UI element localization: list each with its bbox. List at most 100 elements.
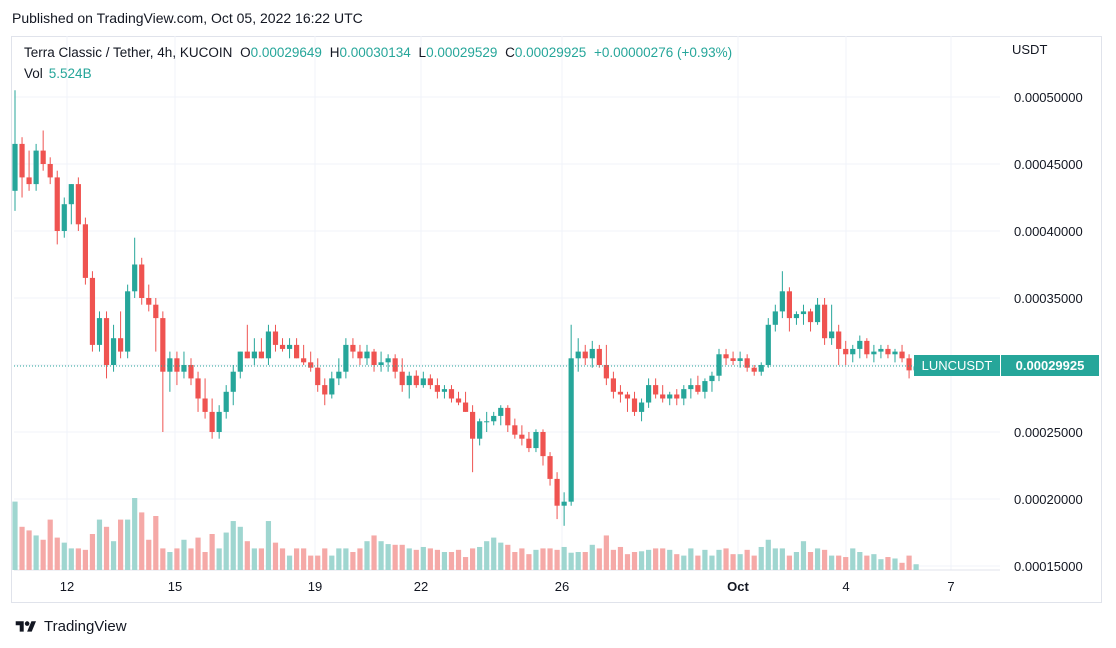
- candle-body: [118, 338, 124, 352]
- volume-bar: [575, 552, 581, 570]
- volume-bar: [19, 526, 25, 570]
- volume-bar: [378, 541, 384, 570]
- candle-body: [624, 394, 631, 399]
- volume-bar: [610, 549, 616, 570]
- volume-label: Vol: [24, 66, 43, 81]
- candle-body: [758, 365, 764, 372]
- candle-body: [484, 421, 490, 423]
- candle-body: [674, 394, 680, 399]
- candle-body: [75, 184, 81, 225]
- candle-body: [603, 365, 609, 379]
- candle-body: [723, 354, 729, 359]
- candle-body: [89, 277, 96, 345]
- volume-bar: [265, 521, 272, 570]
- volume-bar: [12, 501, 18, 570]
- candle-body: [82, 224, 88, 278]
- candle-body: [871, 351, 877, 355]
- volume-bar: [638, 551, 645, 570]
- volume-bar: [33, 535, 39, 570]
- volume-bar: [209, 534, 215, 570]
- volume-bar: [294, 548, 300, 570]
- candle-body: [216, 411, 222, 432]
- volume-bar: [716, 549, 722, 570]
- volume-bar: [653, 548, 659, 570]
- candle-body: [146, 298, 152, 305]
- candle-body: [47, 164, 53, 178]
- price-tick-label: 0.00025000: [1014, 425, 1083, 440]
- candle-body: [392, 358, 398, 372]
- candle-body: [294, 344, 300, 359]
- candle-body: [188, 365, 194, 379]
- candle-body: [554, 478, 560, 506]
- price-tick-label: 0.00035000: [1014, 291, 1083, 306]
- candle-body: [688, 385, 694, 390]
- low-label: L: [418, 45, 427, 60]
- price-tick-label: 0.00015000: [1014, 559, 1083, 574]
- volume-bar: [744, 549, 750, 570]
- candle-body: [279, 344, 286, 349]
- open-label: O: [240, 45, 251, 60]
- time-tick-label: Oct: [727, 579, 749, 594]
- volume-bar: [272, 542, 279, 570]
- time-tick-label: 12: [60, 579, 74, 594]
- volume-bar: [96, 519, 103, 570]
- volume-bar: [470, 548, 476, 570]
- high-value: 0.00030134: [339, 45, 411, 60]
- candle-body: [610, 378, 616, 392]
- volume-bar: [871, 554, 877, 570]
- volume-bar: [737, 554, 743, 570]
- volume-bar: [913, 564, 919, 570]
- price-tick-label: 0.00040000: [1014, 224, 1083, 239]
- volume-bar: [498, 542, 504, 570]
- volume-bar: [132, 498, 138, 570]
- volume-bar: [793, 552, 800, 570]
- candle-body: [462, 402, 469, 412]
- time-axis: 12 15 19 22 26 Oct 4 7: [60, 579, 955, 594]
- candle-body: [829, 331, 835, 339]
- candle-body: [308, 362, 314, 368]
- candle-body: [716, 354, 722, 376]
- volume-bar: [709, 555, 715, 570]
- volume-bar: [814, 548, 821, 570]
- volume-bar: [258, 548, 264, 570]
- volume-bar: [308, 555, 314, 570]
- time-tick-label: 19: [308, 579, 322, 594]
- volume-bar: [82, 549, 88, 570]
- volume-bar: [660, 548, 666, 570]
- candle-body: [301, 358, 307, 363]
- candle-body: [892, 351, 898, 355]
- volume-bar: [47, 519, 53, 570]
- tradingview-logo[interactable]: TradingView: [14, 618, 127, 635]
- volume-bar: [526, 554, 532, 570]
- candle-body: [125, 291, 131, 352]
- candle-body: [265, 331, 272, 359]
- high-label: H: [329, 45, 340, 60]
- candle-body: [660, 394, 666, 399]
- ohlc-legend: Terra Classic / Tether, 4h, KUCOIN O0.00…: [24, 45, 736, 60]
- volume-bar: [118, 519, 124, 570]
- candle-body: [744, 358, 750, 368]
- candle-body: [103, 318, 110, 365]
- candle-body: [899, 351, 905, 359]
- candle-body: [477, 421, 483, 439]
- price-axis: 0.00050000 0.00045000 0.00040000 0.00035000…: [1014, 90, 1083, 574]
- last-price-tag-bg: [1001, 355, 1099, 376]
- candle-body: [251, 351, 257, 359]
- volume-bar: [153, 516, 159, 570]
- volume-bar: [624, 554, 631, 570]
- volume-bar: [202, 552, 208, 570]
- chart-frame: [11, 36, 1102, 603]
- candle-body: [800, 311, 807, 315]
- candle-body: [160, 318, 166, 372]
- candle-body: [547, 456, 553, 479]
- candle-body: [596, 348, 602, 365]
- candle-body: [350, 344, 356, 352]
- volume-bar: [582, 552, 588, 570]
- candle-body: [40, 150, 46, 164]
- volume-bar: [751, 555, 757, 570]
- volume-bar: [103, 526, 110, 570]
- volume-legend: Vol 5.524B: [24, 66, 92, 81]
- candle-body: [110, 338, 117, 365]
- volume-bar: [540, 548, 546, 570]
